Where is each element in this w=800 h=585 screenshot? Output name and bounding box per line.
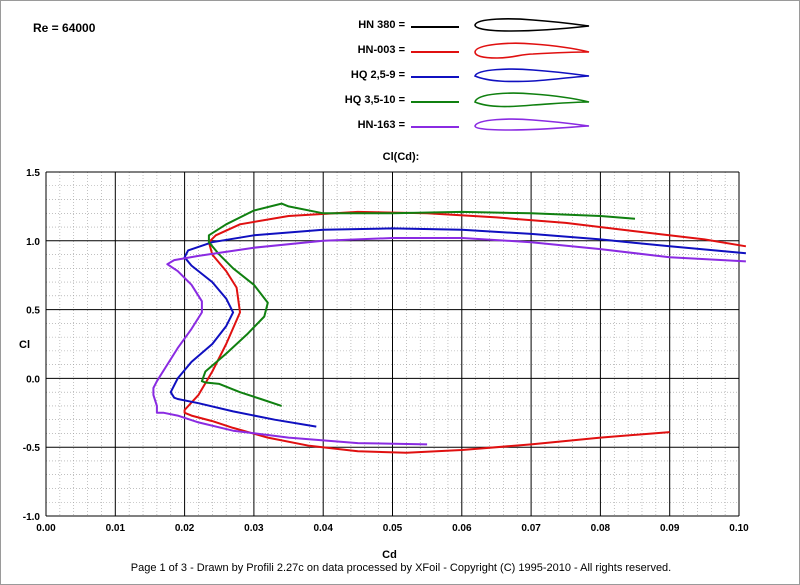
legend-swatch-hq-3-5-10 [411,101,459,103]
airfoil-shape-hq-2-5-9-icon [474,68,590,83]
legend-swatch-hn-003 [411,51,459,53]
chart-title: Cl(Cd): [382,151,420,163]
x-tick-label: 0.04 [313,523,333,534]
y-tick-label: 1.5 [26,168,40,179]
legend-item-hq-3-5-10: HQ 3,5-10 = [281,92,601,119]
x-tick-label: 0.01 [106,523,126,534]
x-tick-label: 0.10 [729,523,749,534]
legend-label-hq-3-5-10: HQ 3,5-10 = [344,94,405,106]
y-tick-label: 1.0 [26,237,40,248]
airfoil-shape-hq-3-5-10-icon [474,92,590,108]
reynolds-label: Re = 64000 [33,21,96,35]
series-line-hn-163 [152,237,746,446]
airfoil-shape-hn-380-icon [474,18,590,32]
y-tick-label: -1.0 [23,512,41,523]
x-tick-label: 0.02 [175,523,195,534]
legend-item-hn-380: HN 380 = [281,18,601,44]
legend-label-hn-163: HN-163 = [357,119,405,131]
series-line-hq-3-5-10 [200,202,636,407]
x-tick-label: 0.00 [36,523,56,534]
x-tick-label: 0.03 [244,523,264,534]
y-tick-label: 0.5 [26,306,40,317]
legend-label-hn-003: HN-003 = [357,44,405,56]
legend-item-hn-163: HN-163 = [281,118,601,144]
legend-swatch-hn-163 [411,126,459,128]
legend-label-hq-2-5-9: HQ 2,5-9 = [350,69,405,81]
legend-label-hn-380: HN 380 = [358,19,405,31]
x-tick-label: 0.08 [591,523,611,534]
legend-swatch-hn-380 [411,26,459,28]
y-axis-label: Cl [19,339,30,351]
legend: HN 380 = HN-003 = HQ 2,5-9 = HQ 3,5-10 = [281,18,601,144]
airfoil-shape-hn-003-icon [474,42,590,59]
legend-swatch-hq-2-5-9 [411,76,459,78]
airfoil-shape-hn-163-icon [474,118,590,131]
x-tick-label: 0.05 [383,523,403,534]
series-line-hq-2-5-9 [169,227,746,428]
x-tick-label: 0.06 [452,523,472,534]
x-axis-label: Cd [382,549,397,561]
footer-text: Page 1 of 3 - Drawn by Profili 2.27c on … [130,562,672,574]
legend-item-hq-2-5-9: HQ 2,5-9 = [281,68,601,94]
y-tick-label: -0.5 [23,443,41,454]
legend-item-hn-003: HN-003 = [281,42,601,69]
x-tick-label: 0.07 [521,523,541,534]
y-tick-label: 0.0 [26,374,40,385]
x-tick-label: 0.09 [660,523,680,534]
